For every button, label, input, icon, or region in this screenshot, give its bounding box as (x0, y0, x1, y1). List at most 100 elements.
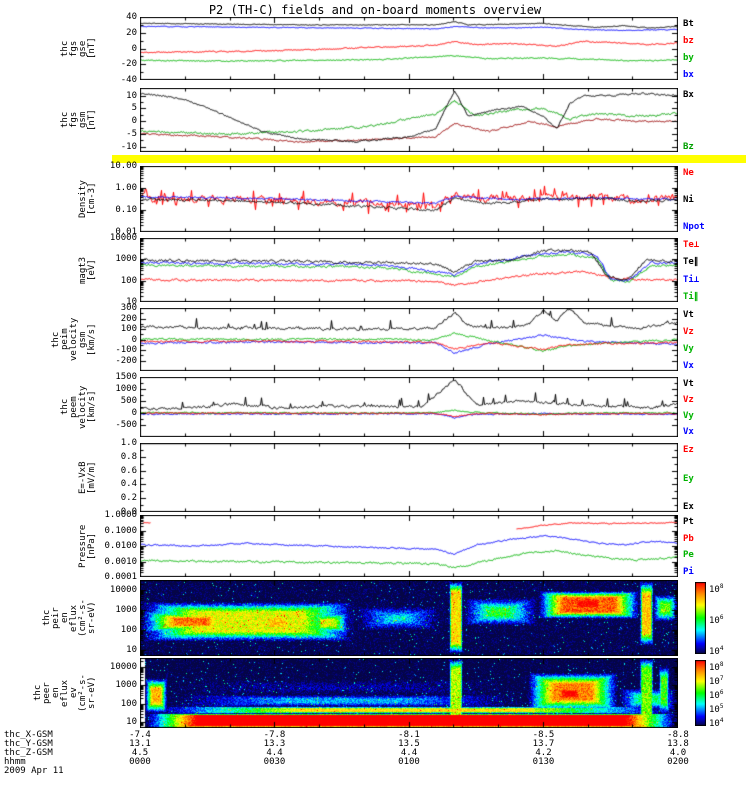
legend-Vz: Vz (683, 395, 694, 405)
panel-density: Density [cm-3] 10.00 1.00 0.10 0.01 Ne Ni Npot (0, 162, 750, 237)
ytick-label: 0.0001 (104, 572, 137, 582)
ytick-label: 0 (131, 334, 137, 345)
ytick-label: -40 (120, 75, 137, 85)
ytick-label: 1.0000 (104, 510, 137, 520)
ylabel-magt3: magt3 [eV] (78, 256, 97, 284)
ytick-label: 5 (131, 103, 137, 114)
plot-canvas-thc-peim-velocity-gsm (140, 308, 678, 371)
ytick-label: 10 (126, 717, 137, 728)
ytick-label: 500 (120, 396, 137, 406)
ytick-label: 10000 (109, 584, 137, 595)
plot-canvas-thc-peem-velocity (140, 377, 678, 437)
ytick-label: 1500 (115, 372, 137, 382)
ytick-label: 1000 (115, 384, 137, 394)
colorbar-tick: 107 (709, 675, 724, 687)
ytick-label: 0.0010 (104, 556, 137, 567)
axis-value: 4.4 (400, 748, 418, 758)
ytick-label: 0.1000 (104, 525, 137, 536)
panel-thc-fgs-gse: thc fgs gse [nT] 40 20 0 -20 -40 Bt bz by bx (0, 13, 750, 85)
ytick-label: 0.01 (115, 227, 137, 237)
colorbar-tick: 108 (709, 583, 724, 595)
ylabel-thc-peim-velocity-gsm: thc peim velocity gsm [km/s] (51, 317, 97, 362)
ytick-label: 20 (126, 27, 137, 38)
ytick-label: 0.2 (120, 493, 137, 504)
legend-Vt: Vt (683, 310, 694, 320)
ytick-label: 100 (120, 324, 137, 334)
legend-Pi: Pi (683, 567, 694, 577)
axis-value: 0130 (532, 757, 555, 767)
legend-Bz: Bz (683, 142, 694, 152)
axis-value: -7.8 (263, 730, 286, 740)
ytick-label: 10000 (109, 233, 137, 243)
ylabel-thc-peir-en-eflux: thc peir en eflux (cm²-s-sr-eV) (42, 599, 97, 637)
ytick-label: 10.00 (109, 161, 137, 171)
axis-value: -8.1 (398, 730, 420, 740)
legend-Vy: Vy (683, 344, 694, 354)
colorbar-tick: 105 (709, 703, 724, 715)
ylabel-thc-fgs-gse: thc fgs gse [nT] (60, 37, 97, 60)
ytick-label: 10 (126, 644, 137, 655)
legend-Te∥: Te∥ (683, 257, 699, 268)
ytick-label: -10 (120, 141, 137, 152)
legend-Bt: Bt (683, 19, 694, 29)
plot-canvas-e-vxb (140, 443, 678, 512)
legend-Pe: Pe (683, 550, 694, 561)
ytick-label: 10000 (109, 661, 137, 672)
axis-value: 13.5 (398, 739, 420, 749)
ytick-label: -100 (115, 345, 137, 355)
ytick-label: 100 (120, 624, 137, 635)
plot-canvas-thc-peir-en-eflux (140, 580, 678, 656)
legend-Pt: Pt (683, 517, 694, 527)
axis-value: 0030 (263, 757, 286, 767)
ytick-label: 300 (120, 303, 137, 313)
ytick-label: -200 (115, 355, 137, 366)
legend-Vt: Vt (683, 379, 694, 389)
axis-value: 0100 (398, 757, 420, 767)
plot-canvas-thc-peer-en-eflux (140, 658, 678, 728)
ytick-label: 0.10 (115, 205, 137, 215)
axis-value: -7.4 (129, 730, 151, 740)
colorbar-tick: 106 (709, 689, 724, 701)
ylabel-density: Density [cm-3] (78, 180, 97, 218)
panel-pressure: Pressure [nPa] 1.0000 0.1000 0.0100 0.0010 0.0… (0, 511, 750, 582)
ylabel-thc-peer-en-eflux: thc peer en eflux ev (cm²-s-sr-eV) (33, 674, 97, 712)
colorbar-tick: 108 (709, 661, 724, 673)
legend-Ti∥: Ti∥ (683, 292, 699, 302)
ytick-label: -500 (115, 420, 137, 430)
axis-value: -8.5 (532, 730, 555, 740)
ylabel-thc-peem-velocity: thc peem velocity [km/s] (60, 385, 97, 429)
axis-value: 0000 (129, 757, 151, 767)
axis-row-label: thc_X-GSM (4, 730, 53, 740)
ytick-label: -5 (126, 129, 137, 140)
ytick-label: 0.4 (120, 479, 137, 490)
ytick-label: 0.8 (120, 451, 137, 462)
ytick-label: 200 (120, 313, 137, 324)
panel-e-vxb: E=-VxB [mV/m] 1.0 0.8 0.6 0.4 0.2 0.0 Ez Ey Ex (0, 439, 750, 517)
legend-by: by (683, 53, 694, 63)
legend-Ex: Ex (683, 502, 694, 512)
ytick-label: 0.0100 (104, 541, 137, 551)
ytick-label: -20 (120, 59, 137, 70)
axis-value: 4.5 (131, 748, 149, 758)
axis-value: 4.0 (669, 748, 687, 758)
legend-Vx: Vx (683, 361, 694, 371)
ytick-label: 1.0 (120, 438, 137, 448)
ytick-label: 0 (131, 116, 137, 127)
ylabel-thc-fgs-gsm: thc fgs gsm [nT] (60, 109, 97, 131)
legend-Npot: Npot (683, 222, 705, 232)
colorbar-tick: 104 (709, 645, 724, 657)
axis-row-label: thc_Z-GSM (4, 748, 53, 758)
plot-canvas-thc-fgs-gse (140, 17, 678, 80)
axis-value: 13.3 (263, 739, 286, 749)
axis-row-label: hhmm (4, 757, 26, 767)
ytick-label: 10 (126, 90, 137, 101)
axis-value: 13.1 (129, 739, 151, 749)
axis-value: 4.2 (535, 748, 552, 758)
axis-value: 0200 (667, 757, 689, 767)
ytick-label: 10 (126, 297, 137, 307)
plot-canvas-density (140, 166, 678, 232)
panel-thc-fgs-gsm: thc fgs gsm [nT] 10 5 0 -5 -10 Bx Bz (0, 88, 750, 152)
legend-Ey: Ey (683, 473, 694, 484)
legend-Vx: Vx (683, 427, 694, 437)
legend-Ni: Ni (683, 195, 694, 205)
